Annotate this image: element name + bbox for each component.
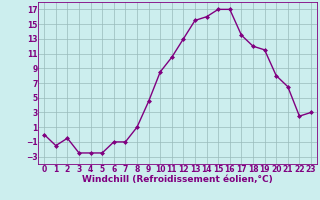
- X-axis label: Windchill (Refroidissement éolien,°C): Windchill (Refroidissement éolien,°C): [82, 175, 273, 184]
